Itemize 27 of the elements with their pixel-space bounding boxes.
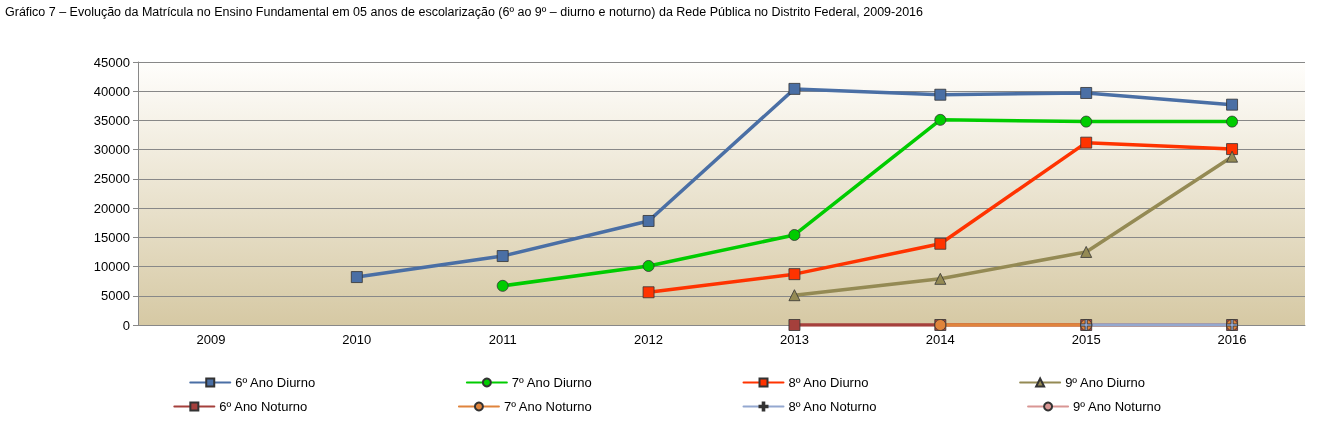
y-tick-label: 40000 [93, 83, 130, 99]
y-tick-label: 20000 [93, 200, 130, 216]
y-tick-label: 10000 [93, 259, 130, 275]
legend-label: 6º Ano Noturno [219, 399, 308, 414]
legend-label: 8º Ano Diurno [788, 375, 869, 390]
y-tick-label: 45000 [93, 54, 130, 70]
x-tick-label: 2012 [634, 332, 664, 347]
legend-label: 9º Ano Noturno [1073, 399, 1161, 414]
x-tick-label: 2016 [1217, 332, 1247, 347]
y-tick-label: 35000 [93, 112, 130, 128]
legend-label: 6º Ano Diurno [235, 375, 316, 390]
legend-label: 9º Ano Diurno [1065, 375, 1146, 390]
chart-title: Gráfico 7 – Evolução da Matrícula no Ensino Fundamental em 05 anos de escolarização (6º ao 9º – diurno e noturno) da Rede Pública no Distrito Federal, 2009-2016 [5, 4, 924, 19]
y-tick-label: 15000 [93, 229, 130, 245]
legend-label: 7º Ano Diurno [511, 375, 592, 390]
x-tick-label: 2013 [779, 332, 809, 347]
x-tick-label: 2015 [1071, 332, 1101, 347]
y-tick-label: 5000 [101, 288, 130, 304]
legend-label: 7º Ano Noturno [503, 399, 592, 414]
x-tick-label: 2014 [925, 332, 955, 347]
x-tick-label: 2011 [488, 332, 517, 347]
x-tick-label: 2010 [342, 332, 372, 347]
legend-label: 8º Ano Noturno [788, 399, 877, 414]
y-tick-label: 0 [122, 317, 130, 333]
x-tick-label: 2009 [196, 332, 226, 347]
y-tick-label: 25000 [93, 171, 130, 187]
y-tick-label: 30000 [93, 142, 130, 158]
